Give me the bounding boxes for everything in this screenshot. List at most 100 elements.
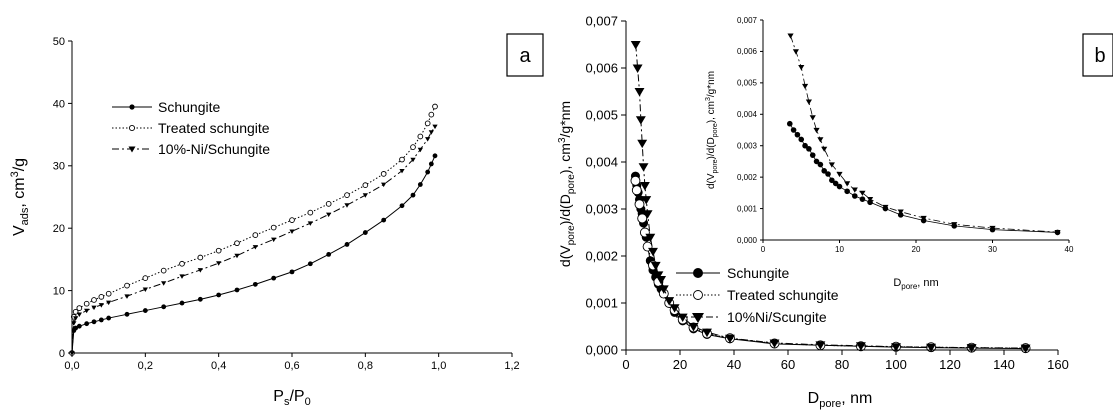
panel-a-x-tick-label: 0,8 [358, 360, 373, 372]
inset-y-tick-label: 0,007 [737, 16, 758, 25]
panel-a-x-title-sub2: 0 [305, 396, 311, 408]
inset-y-title-mid: )/d(D [706, 137, 717, 159]
panel-a-point-10-ni-schungite [362, 193, 368, 198]
legend-entry-ni-schungite: 10%-Ni/Schungite [112, 141, 270, 157]
panel-a-point-schungite [307, 261, 313, 267]
panel-a-point-treated-schungite [76, 305, 83, 311]
inset-y-title-sub2: pore [712, 123, 719, 137]
panel-a-point-10-ni-schungite [252, 245, 258, 250]
panel-b-point-10-ni-scungite [725, 334, 735, 344]
inset-point-10-ni-scungite [989, 225, 996, 232]
panel-b-x-title-sub: pore [819, 398, 841, 410]
legend-b-marker-schungite [693, 268, 703, 278]
panel-a-series-line-schungite [71, 155, 436, 354]
panel-a-point-10-ni-schungite [344, 203, 350, 208]
inset-point-schungite [821, 168, 827, 174]
inset-x-tick-label: 0 [761, 245, 766, 254]
panel-a-point-treated-schungite [124, 282, 130, 289]
inset-y-tick-label: 0,000 [737, 236, 758, 245]
inset-point-10-ni-scungite [813, 127, 820, 134]
inset-point-10-ni-scungite [817, 137, 824, 143]
panel-a-point-10-ni-schungite [428, 130, 434, 135]
panel-a-x-title-sub1: s [284, 396, 290, 408]
panel-a-point-10-ni-schungite [289, 229, 295, 234]
panel-a-series-line-10-ni-schungite [71, 126, 436, 354]
panel-a-point-schungite [252, 281, 258, 287]
panel-b-x-title-main: D [808, 390, 820, 407]
inset-point-10-ni-scungite [920, 215, 927, 222]
legend-label-treated-schungite: Treated schungite [158, 120, 270, 136]
inset-series-line-10-ni-scungite [790, 35, 1058, 233]
panel-a-point-treated-schungite [344, 192, 350, 198]
panel-a-label: a [519, 45, 531, 67]
panel-b-label: b [1094, 45, 1105, 67]
panel-a-point-10-ni-schungite [216, 261, 222, 266]
panel-b-x-tick-label: 120 [939, 357, 961, 372]
panel-a-point-treated-schungite [105, 290, 112, 297]
inset-point-schungite [844, 188, 850, 195]
legend-marker-treated-schungite [128, 124, 136, 132]
inset-x-tick-label: 10 [835, 245, 844, 254]
panel-a-x-tick-label: 0,6 [284, 360, 299, 372]
inset-x-tick-label: 40 [1065, 245, 1074, 254]
inset-x-title-main: D [893, 277, 901, 289]
panel-a-label-box [506, 33, 544, 77]
panel-b-point-10-ni-scungite [855, 342, 866, 351]
inset-point-schungite [813, 158, 820, 165]
panel-b-point-10-ni-scungite [650, 261, 661, 271]
inset-point-schungite [817, 161, 824, 168]
panel-a-point-treated-schungite [72, 308, 79, 315]
inset-point-10-ni-scungite [828, 162, 835, 168]
panel-b-point-10-ni-scungite [634, 88, 645, 97]
panel-a-point-schungite [216, 292, 222, 298]
panel-a-point-10-ni-schungite [410, 157, 416, 163]
panel-b-point-10-ni-scungite [648, 247, 658, 257]
inset-x-title-sub: pore [901, 282, 918, 291]
panel-a-point-10-ni-schungite [179, 274, 185, 279]
panel-a-point-10-ni-schungite [124, 294, 130, 299]
inset-y-axis-title: d(Vpore)/d(Dpore), cm3/g*nm [705, 71, 719, 189]
panel-a-point-treated-schungite [424, 120, 431, 127]
panel-a-point-treated-schungite [83, 300, 90, 307]
inset-point-schungite [794, 131, 801, 138]
panel-a-point-treated-schungite [307, 209, 314, 216]
panel-b-point-treated-schungite [630, 175, 641, 186]
inset-point-schungite [832, 180, 839, 187]
panel-b-point-10-ni-scungite [926, 343, 937, 353]
panel-b-point-10-ni-scungite [1020, 344, 1031, 354]
panel-b-x-tick-label: 80 [835, 357, 849, 372]
panel-a-point-schungite [161, 304, 167, 310]
panel-a-point-treated-schungite [91, 297, 97, 303]
panel-b-y-title-sub2: pore [566, 174, 577, 194]
panel-a-point-treated-schungite [432, 103, 438, 110]
panel-b-x-title-tail: , nm [841, 390, 872, 407]
panel-a-point-schungite [98, 317, 104, 323]
panel-b-x-tick-label: 40 [727, 357, 741, 372]
inset: 0 10 20 30 40 0,000 0,001 0,002 0,003 0,004 0,005 0… [705, 16, 1074, 291]
panel-a-point-10-ni-schungite [98, 303, 104, 308]
panel-a-point-schungite [417, 182, 423, 187]
legend-b-entry-schungite: Schungite [676, 265, 789, 281]
panel-a-point-schungite [428, 161, 434, 167]
panel-a-point-schungite [381, 217, 387, 223]
inset-point-10-ni-scungite [801, 83, 809, 90]
panel-a-y-title-sub: ads [19, 207, 31, 225]
panel-a-point-10-ni-schungite [234, 253, 240, 259]
panel-b-y-tick-label: 0,007 [585, 14, 618, 29]
panel-a-point-10-ni-schungite [197, 268, 203, 273]
panel-a-point-10-ni-schungite [326, 212, 332, 218]
panel-a-y-tick-label: 20 [53, 223, 65, 235]
panel-a-point-schungite [425, 169, 431, 175]
panel-b-point-10-ni-scungite [677, 313, 688, 323]
panel-a-y-tick-label: 10 [53, 285, 65, 297]
panel-a-x-tick-label: 0,0 [64, 360, 79, 372]
panel-b-y-title-tail: /g*nm [557, 101, 573, 138]
panel-a-y-title-tail: /g [11, 158, 28, 171]
panel-a-point-schungite [91, 319, 97, 325]
panel-a-point-treated-schungite [399, 156, 405, 163]
legend-b-label-treated-schungite: Treated schungite [727, 287, 839, 303]
panel-a-point-treated-schungite [428, 111, 435, 118]
panel-b-point-10-ni-scungite [630, 41, 641, 50]
